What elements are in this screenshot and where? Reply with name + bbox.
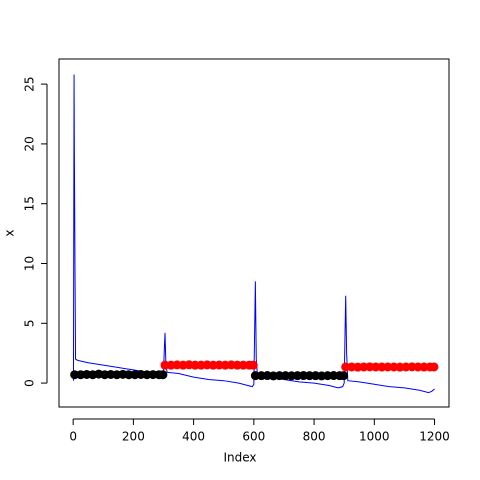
x-tick-label: 400 (182, 430, 205, 444)
x-axis-label: Index (223, 451, 256, 465)
y-tick-label: 5 (23, 319, 37, 327)
x-tick-label: 600 (242, 430, 265, 444)
x-tick-label: 1000 (359, 430, 390, 444)
y-tick-label: 10 (23, 256, 37, 271)
y-axis-label: x (3, 229, 17, 236)
data-point (429, 362, 439, 372)
data-point (158, 370, 168, 380)
y-tick-label: 20 (23, 136, 37, 151)
plot-frame (58, 58, 450, 408)
y-tick-label: 15 (23, 196, 37, 211)
y-tick-label: 25 (23, 76, 37, 91)
x-tick-label: 0 (69, 430, 77, 444)
data-point (248, 360, 258, 370)
x-tick-label: 800 (303, 430, 326, 444)
data-point (339, 371, 349, 381)
data-line (72, 74, 435, 394)
x-tick-label: 200 (122, 430, 145, 444)
y-tick-label: 0 (23, 379, 37, 387)
x-tick-label: 1200 (419, 430, 450, 444)
